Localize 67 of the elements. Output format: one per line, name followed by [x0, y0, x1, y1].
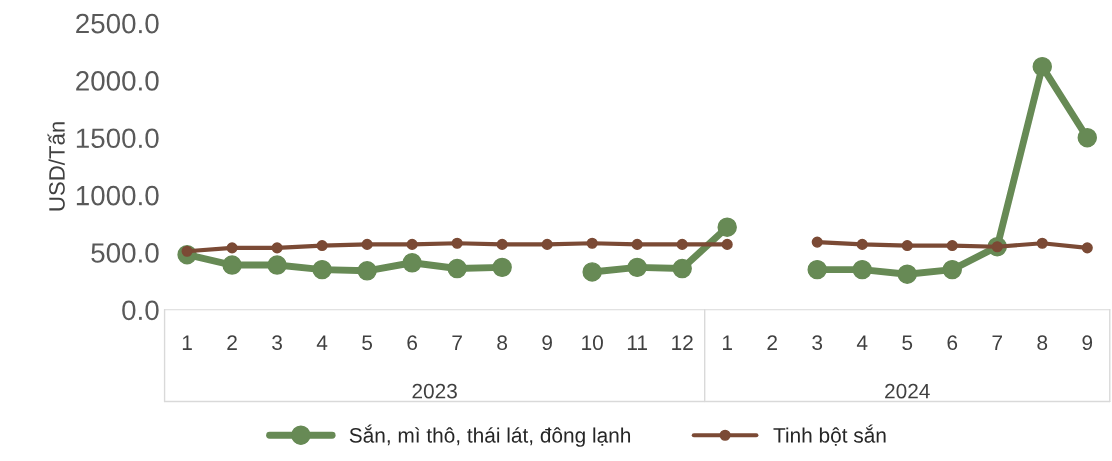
point	[946, 240, 958, 252]
point	[901, 240, 913, 252]
point	[721, 238, 733, 250]
point	[942, 259, 962, 280]
point	[1032, 56, 1052, 77]
x-tick-label: 4	[316, 335, 328, 350]
y-tick-label: 2500.0	[76, 13, 159, 34]
point	[1036, 237, 1048, 249]
legend-label: Tinh bột sắn	[773, 424, 886, 446]
x-tick-label: 7	[992, 335, 1002, 350]
point	[811, 236, 823, 248]
text: 2023	[412, 383, 457, 399]
point	[672, 258, 692, 279]
x-tick-label: 5	[362, 335, 373, 351]
point	[316, 240, 328, 252]
point	[271, 242, 283, 254]
point	[582, 262, 602, 282]
point	[226, 242, 238, 254]
point	[361, 238, 373, 250]
text: 2024	[885, 383, 930, 399]
x-tick-label: 9	[542, 335, 552, 351]
legend-label: Sắn, mì thô, thái lát, đông lạnh	[349, 424, 631, 447]
point	[586, 237, 598, 249]
point	[631, 238, 643, 250]
point	[1077, 128, 1097, 148]
point	[496, 238, 508, 250]
x-tick-label: 3	[812, 335, 823, 351]
point	[541, 238, 553, 250]
x-tick-label: 4	[856, 335, 868, 350]
x-tick-label: 12	[672, 335, 693, 350]
x-tick-label: 1	[722, 335, 732, 350]
x-tick-label: 6	[947, 335, 958, 351]
x-tick-label: 9	[1082, 335, 1093, 351]
point	[852, 259, 872, 280]
x-tick-label: 5	[902, 335, 913, 351]
y-tick-label: 1500.0	[76, 128, 159, 149]
point	[897, 264, 917, 284]
x-tick-label: 2	[767, 335, 777, 350]
point	[1081, 242, 1093, 254]
point	[717, 217, 737, 237]
y-axis-title: USD/Tấn	[47, 122, 65, 211]
point	[451, 237, 463, 249]
point	[406, 238, 418, 250]
point	[856, 238, 868, 250]
x-tick-label: 2	[227, 335, 237, 350]
x-tick-label: 3	[272, 335, 282, 351]
point	[267, 255, 287, 275]
point	[222, 255, 242, 275]
x-tick-label: 7	[452, 335, 462, 350]
y-tick-label: 500.0	[91, 243, 159, 263]
x-tick-label: 11	[627, 335, 647, 350]
point	[402, 253, 422, 273]
x-tick-label: 6	[407, 335, 418, 351]
point	[492, 257, 512, 278]
point	[676, 238, 688, 250]
y-tick-label: 1000.0	[76, 185, 159, 206]
point	[357, 261, 377, 281]
point	[447, 258, 467, 279]
point	[627, 257, 647, 278]
y-tick-label: 0.0	[122, 300, 159, 321]
point	[312, 259, 332, 280]
x-tick-label: 1	[182, 335, 192, 350]
x-tick-label: 8	[1037, 335, 1048, 351]
point	[807, 259, 827, 280]
y-tick-label: 2000.0	[76, 71, 159, 91]
x-tick-label: 10	[582, 335, 603, 351]
x-tick-label: 8	[497, 335, 508, 351]
